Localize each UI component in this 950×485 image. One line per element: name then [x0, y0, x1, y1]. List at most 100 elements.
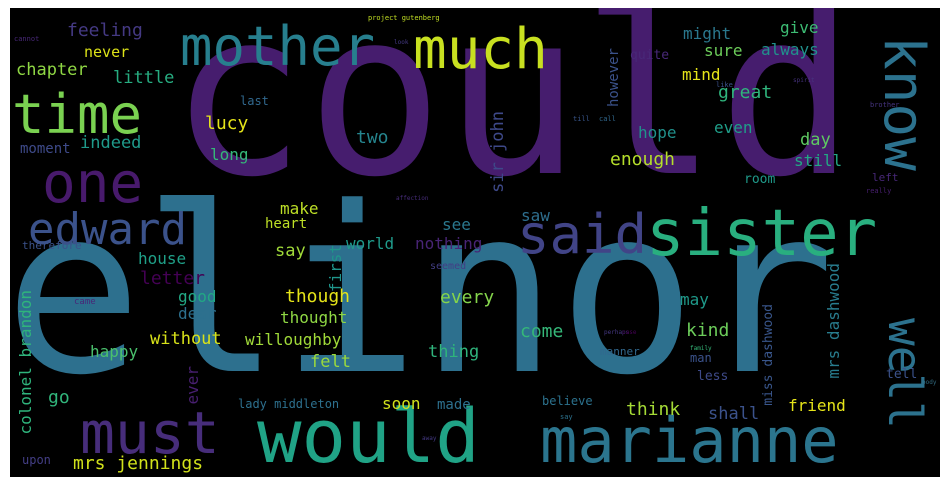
word-tell: tell [886, 367, 918, 382]
word-like: like [716, 81, 733, 89]
word-however: however [606, 48, 622, 108]
word-mother: mother [180, 15, 376, 78]
word-day: day [800, 130, 831, 150]
word-friend: friend [788, 396, 846, 415]
word-shall: shall [708, 404, 760, 424]
word-see: see [442, 215, 471, 234]
word-colonel-brandon: colonel brandon [16, 290, 35, 435]
word-moment: moment [20, 141, 71, 157]
word-may: may [680, 290, 709, 309]
word-really: really [866, 187, 892, 195]
word-say: say [275, 241, 306, 261]
word-said: said [517, 203, 648, 266]
word-might: might [683, 24, 732, 43]
word-mrs-jennings: mrs jennings [73, 453, 204, 474]
word-till: till [573, 115, 590, 123]
word-heart: heart [265, 216, 308, 232]
word-body: body [922, 379, 937, 386]
word-know: know [871, 36, 936, 171]
word-little: little [113, 68, 175, 88]
word-edward: edward [28, 204, 187, 255]
word-thought: thought [280, 308, 348, 327]
word-perhaps: perhaps [604, 329, 630, 336]
word-sister: sister [646, 197, 878, 271]
word-think: think [626, 399, 681, 420]
word-miss-dashwood: miss dashwood [761, 304, 776, 406]
word-believe: believe [542, 394, 593, 408]
word-call: call [599, 115, 616, 123]
word-say-small: say [560, 413, 573, 421]
word-indeed: indeed [80, 133, 142, 153]
word-cloud: could elinor would marianne sister said … [10, 8, 940, 477]
word-therefore: therefore [22, 239, 82, 252]
word-good: good [178, 287, 217, 306]
word-still: still [794, 151, 843, 170]
word-away: away [422, 435, 437, 442]
word-came: came [74, 297, 96, 307]
word-sure: sure [704, 41, 743, 60]
word-never: never [84, 43, 130, 61]
word-house: house [138, 249, 187, 268]
word-mrs-dashwood: mrs dashwood [824, 263, 843, 379]
word-sir-john: sir john [488, 111, 508, 193]
word-lucy: lucy [205, 113, 249, 134]
word-first: first [326, 244, 345, 293]
word-manner: manner [600, 345, 640, 358]
word-time: time [12, 83, 143, 146]
word-would: would [257, 394, 480, 477]
word-great: great [718, 82, 773, 103]
word-chapter: chapter [16, 60, 88, 80]
word-made: made [437, 397, 471, 413]
word-family: family [690, 345, 712, 352]
word-nothing: nothing [415, 234, 483, 253]
word-give: give [780, 18, 819, 37]
word-must: must [80, 399, 220, 467]
word-soon: soon [382, 394, 421, 413]
word-project-gutenberg: project gutenberg [368, 14, 440, 22]
word-elinor: elinor [10, 159, 835, 426]
word-affection: affection [396, 195, 429, 202]
word-saw: saw [521, 206, 550, 225]
word-long: long [210, 145, 249, 164]
word-could: could [169, 8, 856, 227]
word-much: much [413, 17, 548, 82]
word-less: less [697, 369, 729, 384]
word-well: well [878, 318, 932, 429]
word-even: even [714, 118, 753, 137]
word-last: last [240, 94, 269, 108]
word-world: world [346, 234, 395, 253]
word-one: one [42, 151, 144, 216]
word-always: always [761, 40, 819, 59]
word-two: two [356, 127, 389, 148]
word-ever: ever [183, 366, 202, 405]
word-letter: letter [140, 268, 206, 289]
word-room: room [744, 172, 776, 187]
word-happy: happy [90, 342, 139, 361]
word-marianne: marianne [540, 404, 839, 477]
word-brother: brother [870, 101, 900, 109]
word-look: look [394, 39, 409, 46]
word-upon: upon [22, 453, 51, 467]
word-go: go [48, 387, 70, 408]
word-quite: quite [630, 48, 670, 63]
word-make: make [280, 199, 319, 218]
word-come: come [520, 321, 564, 342]
word-feeling: feeling [67, 20, 143, 41]
word-without: without [150, 329, 222, 349]
word-every: every [440, 287, 495, 308]
word-felt: felt [310, 352, 351, 372]
word-left: left [872, 171, 899, 184]
word-enough: enough [610, 149, 676, 170]
word-hope: hope [638, 123, 677, 142]
word-cannot: cannot [14, 35, 40, 43]
word-man: man [690, 351, 712, 365]
word-though: though [285, 286, 351, 307]
word-dear: dear [178, 304, 217, 323]
word-willoughby: willoughby [245, 330, 342, 349]
word-mind: mind [682, 65, 721, 84]
word-seemed: seemed [430, 261, 467, 272]
word-kind: kind [686, 320, 730, 341]
word-case: case [622, 329, 637, 336]
word-lady-middleton: lady middleton [238, 397, 340, 411]
word-spirit: spirit [793, 77, 815, 84]
